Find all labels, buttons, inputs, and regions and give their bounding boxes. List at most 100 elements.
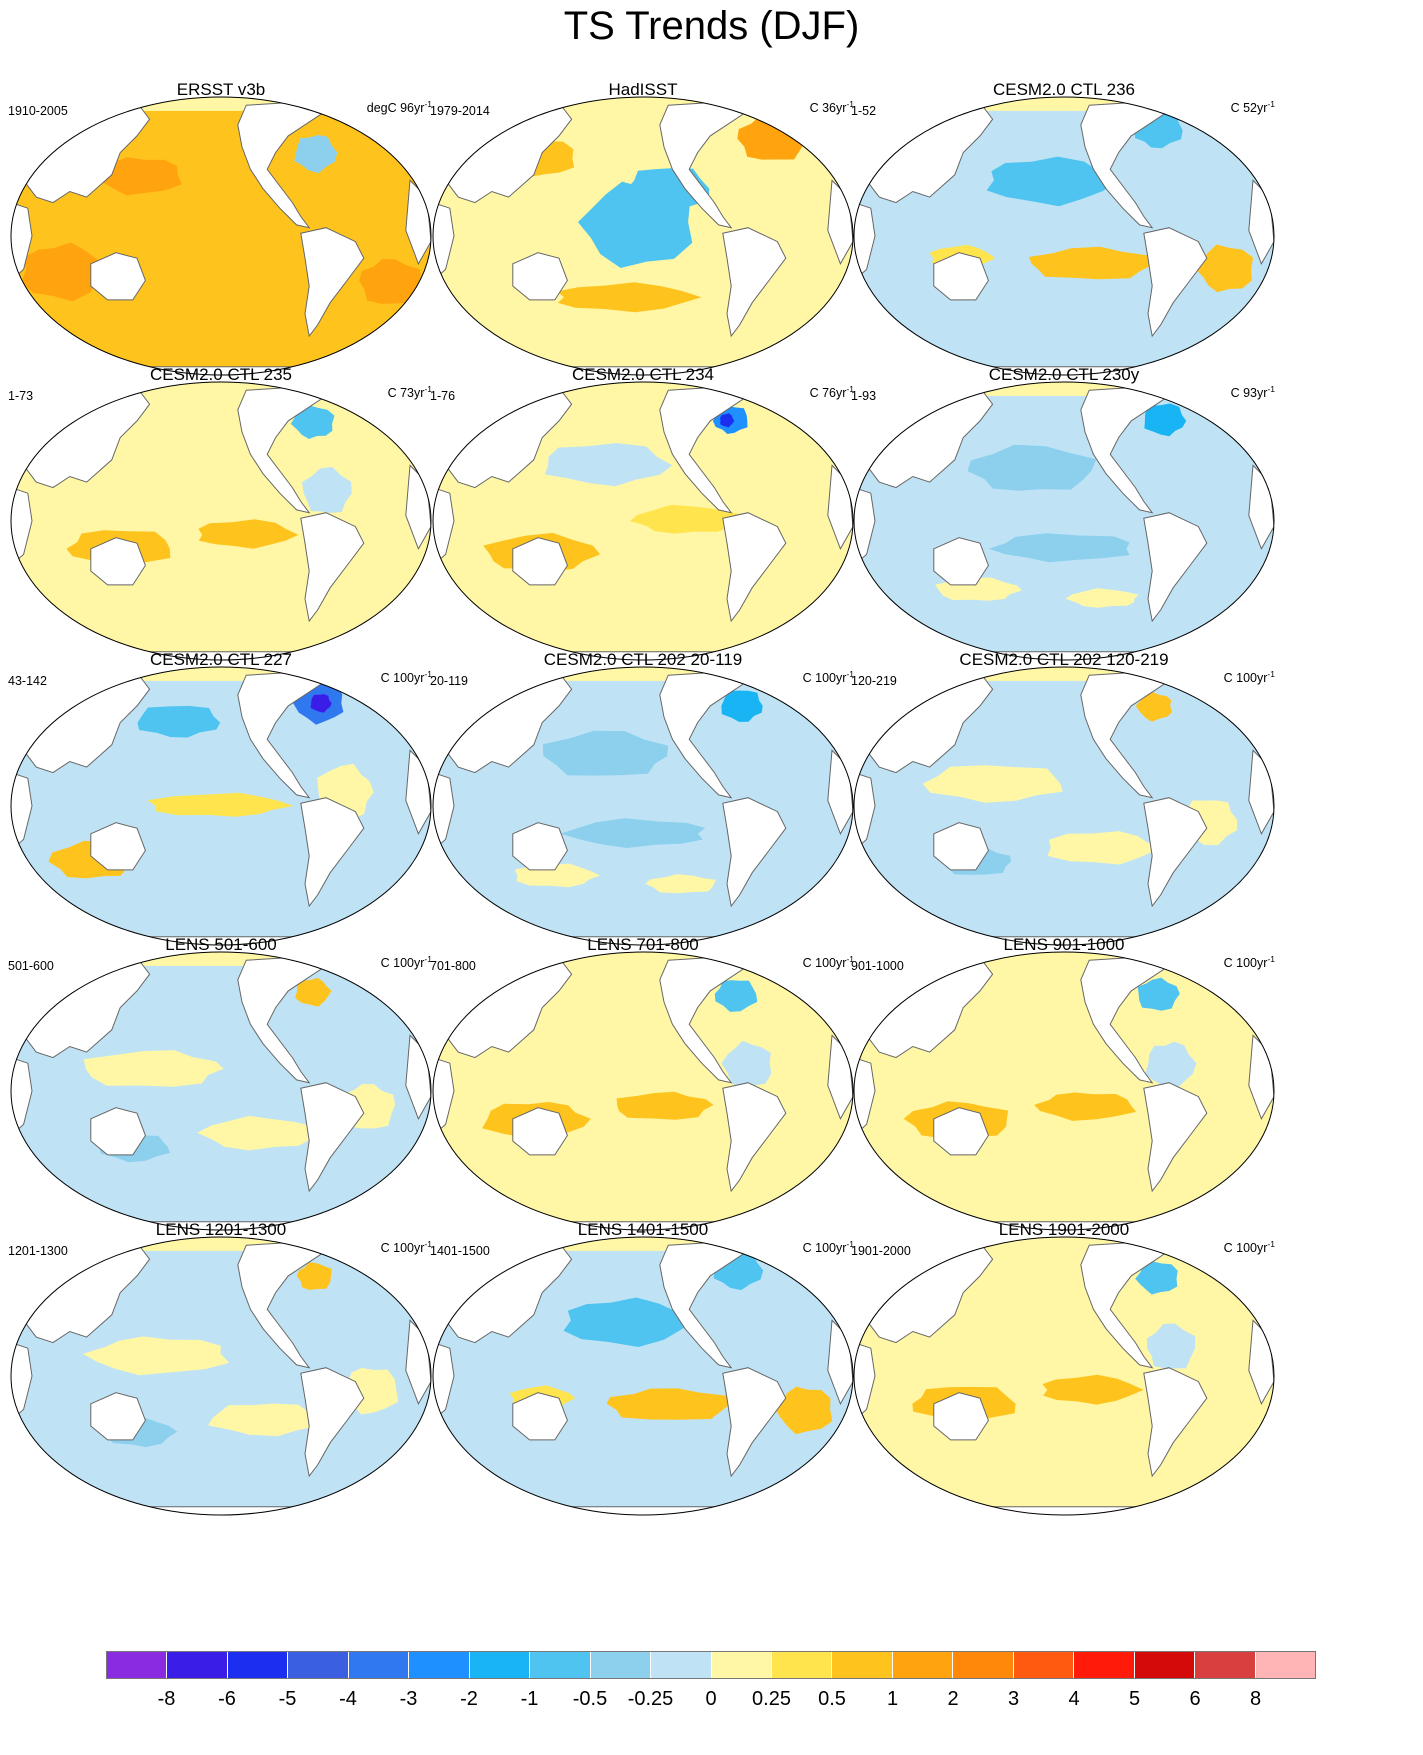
panel-units-text: C 100yr	[1223, 1241, 1268, 1255]
panel-units-text: C 100yr	[802, 956, 847, 970]
arctic-band	[433, 97, 853, 111]
colorbar-swatch	[1074, 1652, 1135, 1678]
robinson-map	[853, 951, 1275, 1231]
map-panel: LENS 901-1000 901-1000 C 100yr-1	[849, 935, 1319, 1245]
trend-region	[1144, 403, 1187, 437]
colorbar-tick-label: 3	[1007, 1688, 1020, 1710]
trend-region	[721, 1040, 772, 1090]
trend-region	[359, 258, 421, 304]
sst-trend-field	[11, 667, 431, 945]
arctic-band	[11, 667, 431, 681]
panel-period: 1-76	[430, 389, 456, 403]
colorbar-swatch	[771, 1652, 833, 1678]
map-grid: ERSST v3b 1910-2005 degC 96yr-1 HadISST 1979…	[6, 80, 1416, 1630]
trend-region	[542, 730, 669, 776]
trend-region	[922, 765, 1063, 803]
sst-trend-field	[433, 1237, 853, 1515]
map-panel: LENS 1201-1300 1201-1300 C 100yr-1	[6, 1220, 476, 1530]
land-mass	[722, 227, 787, 338]
colorbar-swatch	[590, 1652, 652, 1678]
panel-period: 1401-1500	[430, 1244, 490, 1258]
map-outline	[853, 96, 1275, 376]
panel-units-exponent: -1	[424, 99, 432, 109]
panel-units-exponent: -1	[424, 1239, 432, 1249]
panel-units-text: C 100yr	[380, 1241, 425, 1255]
land-mass	[237, 387, 323, 514]
arctic-band	[854, 97, 1274, 111]
panel-units-text: C 76yr	[809, 386, 847, 400]
land-mass	[659, 1242, 745, 1369]
panel-period: 1201-1300	[8, 1244, 68, 1258]
land-mass	[300, 512, 365, 623]
trend-region	[557, 282, 702, 313]
panel-units-exponent: -1	[1267, 99, 1275, 109]
land-mass	[933, 1107, 989, 1156]
map-outline	[853, 951, 1275, 1231]
colorbar-swatch	[288, 1652, 349, 1678]
colorbar-swatch	[107, 1652, 168, 1678]
map-outline	[432, 96, 854, 376]
trend-region	[295, 977, 332, 1007]
land-mass	[659, 672, 745, 799]
land-mass	[1143, 1367, 1208, 1478]
trend-region	[645, 874, 716, 894]
robinson-map	[853, 96, 1275, 376]
trend-region	[296, 1262, 332, 1290]
trend-region	[1195, 244, 1254, 293]
sst-trend-field	[433, 667, 853, 945]
panel-units-text: C 100yr	[802, 671, 847, 685]
panel-period: 1979-2014	[430, 104, 490, 118]
panel-units: C 100yr-1	[1224, 670, 1275, 685]
land-mass	[854, 486, 876, 567]
trend-region	[198, 519, 299, 549]
trend-region	[208, 1403, 323, 1437]
colorbar-tick-label: 0.25	[752, 1688, 791, 1710]
arctic-band	[854, 667, 1274, 681]
land-mass	[433, 771, 455, 852]
map-panel: LENS 501-600 501-600 C 100yr-1	[6, 935, 476, 1245]
land-mass	[722, 797, 787, 908]
trend-region	[302, 467, 352, 513]
trend-region	[90, 473, 234, 511]
map-outline	[10, 381, 432, 661]
panel-units-text: C 100yr	[802, 1241, 847, 1255]
colorbar-swatch	[1195, 1652, 1256, 1678]
robinson-map	[10, 951, 432, 1231]
colorbar-tick-label: 0.5	[818, 1688, 846, 1710]
panel-units-exponent: -1	[424, 954, 432, 964]
panel-units: C 100yr-1	[802, 670, 854, 685]
trend-region	[932, 1045, 1074, 1084]
land-mass	[1080, 672, 1166, 799]
map-outline	[10, 96, 432, 376]
robinson-map	[853, 666, 1275, 946]
trend-region	[775, 1386, 833, 1435]
colorbar-tick-label: -6	[218, 1688, 236, 1710]
land-mass	[90, 252, 146, 301]
land-mass	[512, 1107, 568, 1156]
arctic-band	[433, 1237, 853, 1251]
land-mass	[237, 1242, 323, 1369]
land-mass	[11, 486, 33, 567]
colorbar-tick-label: 4	[1068, 1688, 1080, 1710]
map-outline	[432, 666, 854, 946]
colorbar-tick-label: -4	[339, 1688, 357, 1710]
trend-region	[967, 444, 1097, 491]
map-panel: LENS 701-800 701-800 C 100yr-1	[428, 935, 898, 1245]
sst-trend-field	[433, 952, 853, 1230]
land-mass	[237, 102, 323, 229]
land-mass	[933, 252, 989, 301]
robinson-map	[10, 381, 432, 661]
arctic-band	[854, 382, 1274, 396]
land-mass	[1143, 1082, 1208, 1193]
panel-period: 701-800	[430, 959, 476, 973]
panel-title: CESM2.0 CTL 236	[992, 80, 1136, 99]
robinson-map	[853, 1236, 1275, 1516]
colorbar-swatch	[1134, 1652, 1196, 1678]
colorbar-swatch	[651, 1652, 712, 1678]
land-mass	[933, 1392, 989, 1441]
map-outline	[10, 1236, 432, 1516]
land-mass	[115, 1506, 327, 1515]
map-outline	[432, 381, 854, 661]
panel-units-text: degC 96yr	[366, 101, 425, 115]
land-mass	[722, 512, 787, 623]
